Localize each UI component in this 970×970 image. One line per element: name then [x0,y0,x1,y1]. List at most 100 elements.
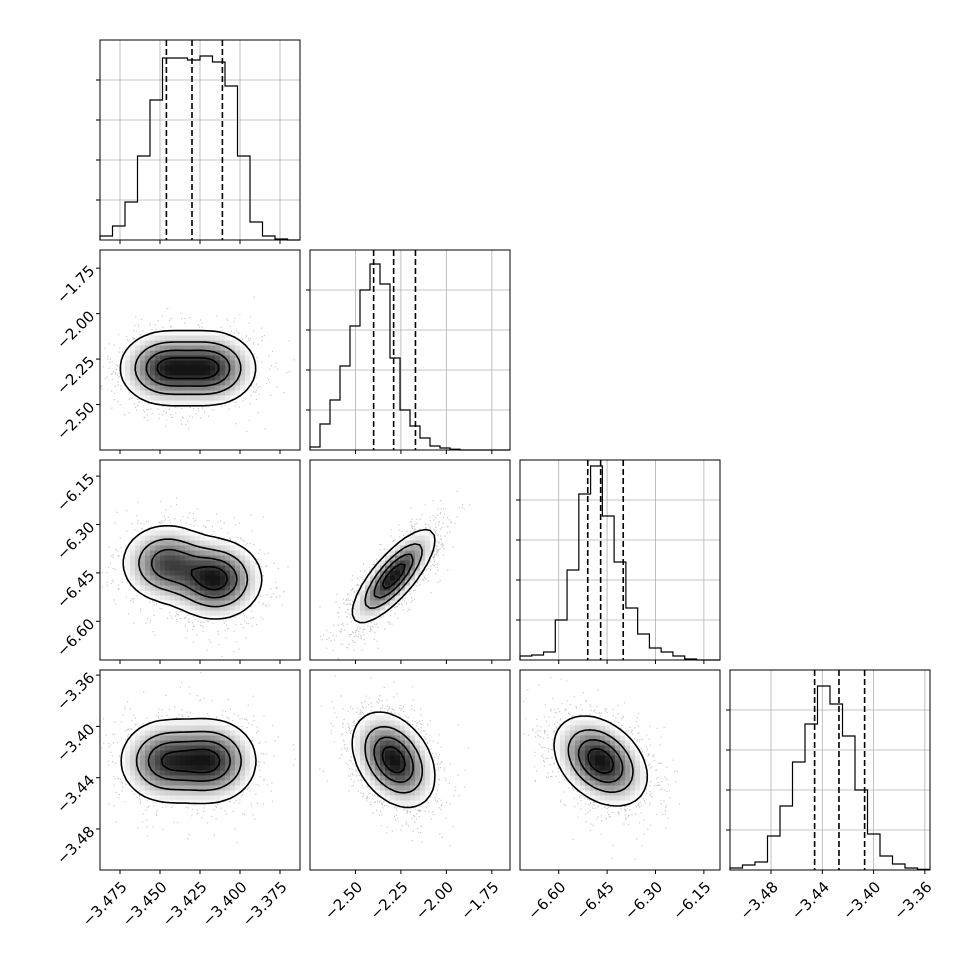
density-cell [150,770,156,776]
density-cell [250,585,256,591]
density-cell [575,725,581,731]
density-cell [170,780,176,786]
density-cell [220,375,226,381]
density-cell [165,780,171,786]
density-cell [215,540,221,546]
density-cell [415,790,421,796]
contour-line [373,553,414,599]
density-cell [205,735,211,741]
density-cell [190,550,196,556]
density-cell [155,370,161,376]
density-cell [625,740,631,746]
density-cell [395,580,401,586]
density-cell [145,380,151,386]
density-cell [230,735,236,741]
density-cell [370,580,376,586]
density-cell [170,570,176,576]
density-cell [180,365,186,371]
density-cell [145,760,151,766]
density-cell [615,800,621,806]
density-cell [120,360,126,366]
density-cell [160,380,166,386]
density-cell [215,360,221,366]
density-cell [140,765,146,771]
density-cell [135,785,141,791]
density-cell [630,760,636,766]
density-cell [395,730,401,736]
density-cell [220,590,226,596]
contour-line [138,538,249,608]
density-cell [420,565,426,571]
density-cell [230,365,236,371]
density-cell [180,720,186,726]
density-cell [390,730,396,736]
density-cell [120,365,126,371]
density-cell [180,530,186,536]
contour-line [156,357,220,380]
density-cell [235,380,241,386]
density-cell [390,720,396,726]
density-cell [620,775,626,781]
density-cell [575,765,581,771]
density-cell [620,800,626,806]
density-cell [405,795,411,801]
density-cell [185,370,191,376]
density-cell [630,740,636,746]
density-cell [250,760,256,766]
density-cell [615,780,621,786]
x-tick-label: −3.44 [788,878,833,923]
density-cell [240,385,246,391]
density-cell [185,755,191,761]
density-cell [160,790,166,796]
density-cell [575,735,581,741]
density-cell [165,760,171,766]
density-cell [190,330,196,336]
y-tick-label: −6.45 [53,567,98,612]
density-cell [595,755,601,761]
density-cell [210,765,216,771]
density-cell [575,785,581,791]
density-cell [160,545,166,551]
density-cell [615,795,621,801]
density-cell [235,760,241,766]
density-cell [365,590,371,596]
density-cell [225,335,231,341]
density-cell [385,795,391,801]
density-cell [225,565,231,571]
density-cell [185,580,191,586]
density-cell [180,345,186,351]
density-cell [200,740,206,746]
density-cell [390,780,396,786]
density-cell [415,550,421,556]
density-cell [205,540,211,546]
density-cell [615,735,621,741]
density-cell [615,785,621,791]
contour-line [381,745,406,774]
density-cell [245,355,251,361]
density-cell [140,755,146,761]
density-cell [575,755,581,761]
density-cell [170,335,176,341]
density-cell [150,795,156,801]
density-cell [605,740,611,746]
density-cell [610,770,616,776]
density-cell [400,550,406,556]
density-cell [125,365,131,371]
density-cell [150,390,156,396]
density-cell [150,365,156,371]
density-cell [375,785,381,791]
density-cell [175,350,181,356]
density-cell [135,585,141,591]
density-cell [155,400,161,406]
density-cell [185,350,191,356]
density-cell [185,565,191,571]
density-cell [200,780,206,786]
density-cell [215,575,221,581]
density-cell [410,550,416,556]
density-cell [215,600,221,606]
density-cell [245,585,251,591]
density-cell [570,755,576,761]
density-cell [415,560,421,566]
density-cell [175,555,181,561]
density-cell [160,355,166,361]
